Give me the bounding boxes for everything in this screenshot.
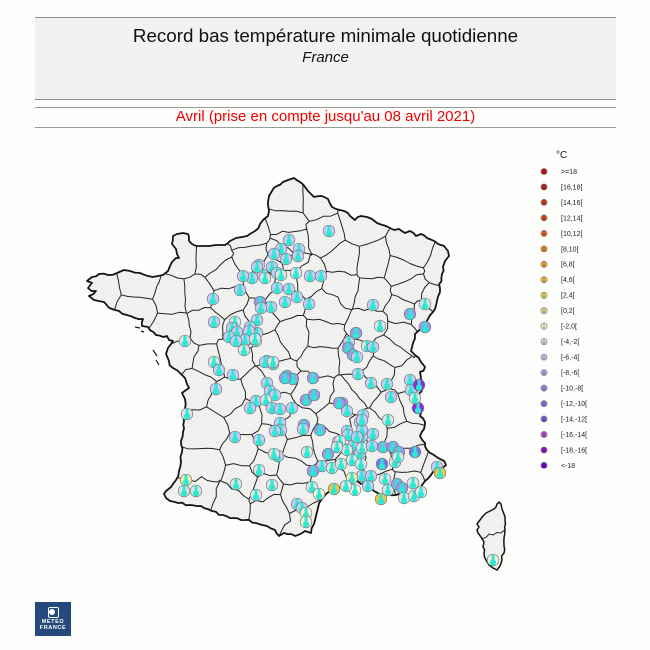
svg-text:[-6,-4[: [-6,-4[ (561, 355, 579, 362)
svg-text:[-14,-12[: [-14,-12[ (561, 416, 587, 423)
svg-text:[10,12[: [10,12[ (561, 231, 582, 238)
svg-text:[12,14[: [12,14[ (561, 215, 582, 222)
svg-text:[-10,-8[: [-10,-8[ (561, 386, 583, 393)
svg-text:<-18: <-18 (561, 463, 575, 470)
svg-text:[0,2[: [0,2[ (561, 308, 575, 315)
svg-text:[8,10[: [8,10[ (561, 246, 579, 253)
svg-text:[2,4[: [2,4[ (561, 293, 575, 300)
svg-text:[4,6[: [4,6[ (561, 277, 575, 284)
svg-text:>=18: >=18 (561, 169, 577, 176)
svg-text:[6,8[: [6,8[ (561, 262, 575, 269)
svg-text:[-8,-6[: [-8,-6[ (561, 370, 579, 377)
svg-text:[14,16[: [14,16[ (561, 200, 582, 207)
svg-text:[-18,-16[: [-18,-16[ (561, 447, 587, 454)
svg-text:[-12,-10[: [-12,-10[ (561, 401, 587, 408)
svg-text:[-4,-2[: [-4,-2[ (561, 339, 579, 346)
svg-text:[-2,0[: [-2,0[ (561, 324, 577, 331)
svg-text:[-16,-14[: [-16,-14[ (561, 432, 587, 439)
svg-text:[16,18[: [16,18[ (561, 184, 582, 191)
svg-text:°C: °C (556, 150, 567, 161)
